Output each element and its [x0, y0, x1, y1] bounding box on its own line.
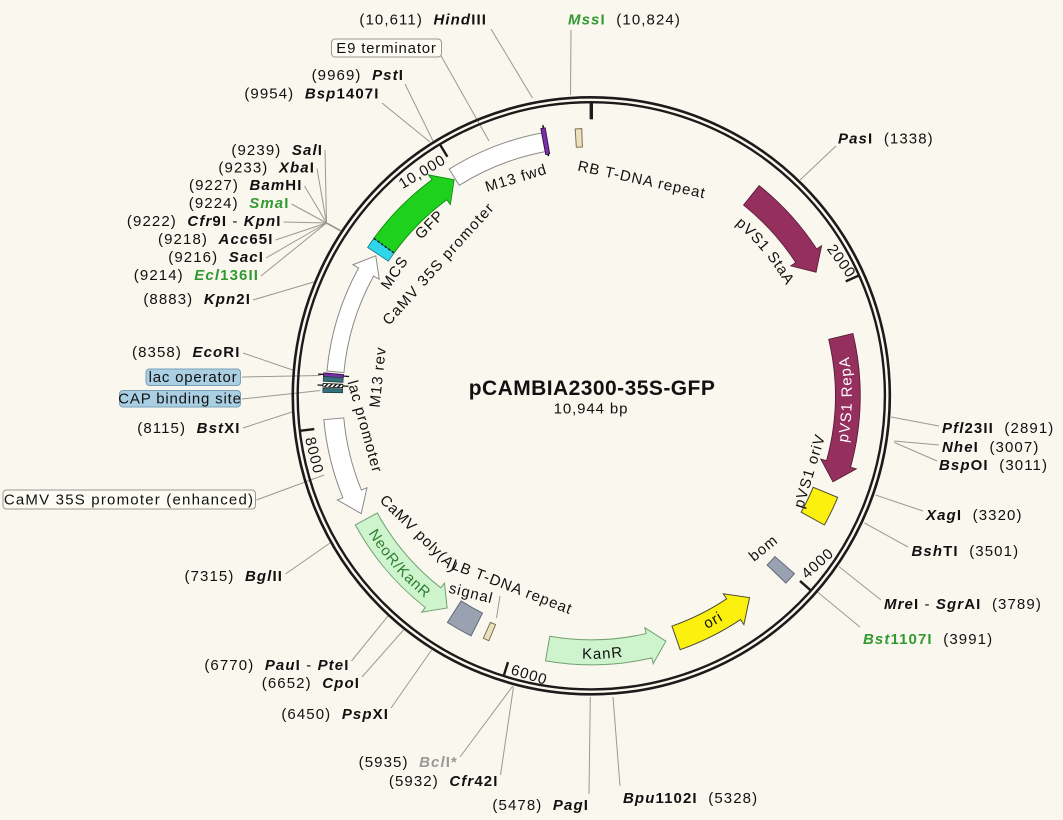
svg-text:(9218) Acc65I: (9218) Acc65I	[158, 231, 273, 248]
svg-text:(5935) BclI*: (5935) BclI*	[359, 754, 458, 771]
svg-text:KanR: KanR	[582, 644, 624, 663]
svg-text:(9216) SacI: (9216) SacI	[168, 249, 264, 266]
svg-text:(9224) SmaI: (9224) SmaI	[189, 195, 290, 212]
svg-text:(9227) BamHI: (9227) BamHI	[189, 177, 303, 194]
svg-text:NheI (3007): NheI (3007)	[942, 439, 1039, 456]
svg-text:(8883) Kpn2I: (8883) Kpn2I	[143, 291, 251, 308]
svg-text:MreI - SgrAI (3789): MreI - SgrAI (3789)	[884, 596, 1042, 613]
svg-text:M13 rev: M13 rev	[367, 346, 390, 409]
svg-text:(7315) BglII: (7315) BglII	[184, 568, 283, 585]
svg-text:(9222) Cfr9I - KpnI: (9222) Cfr9I - KpnI	[127, 213, 282, 230]
svg-text:pVS1 RepA: pVS1 RepA	[835, 355, 856, 443]
svg-text:Pfl23II (2891): Pfl23II (2891)	[942, 420, 1054, 437]
svg-text:XagI (3320): XagI (3320)	[925, 507, 1023, 524]
svg-text:(6770) PauI - PteI: (6770) PauI - PteI	[204, 657, 349, 674]
svg-text:(9954) Bsp1407I: (9954) Bsp1407I	[244, 86, 379, 103]
svg-text:BspOI (3011): BspOI (3011)	[939, 457, 1048, 474]
svg-text:(9233) XbaI: (9233) XbaI	[218, 160, 315, 177]
svg-text:MssI (10,824): MssI (10,824)	[568, 12, 681, 29]
svg-text:(6652) CpoI: (6652) CpoI	[262, 675, 360, 692]
svg-text:CaMV 35S promoter (enhanced): CaMV 35S promoter (enhanced)	[4, 492, 254, 509]
svg-text:PasI (1338): PasI (1338)	[838, 131, 934, 148]
svg-text:(9969) PstI: (9969) PstI	[312, 67, 404, 84]
svg-text:Bpu1102I (5328): Bpu1102I (5328)	[623, 790, 758, 807]
svg-text:(9214) Ecl136II: (9214) Ecl136II	[134, 267, 259, 284]
svg-text:(5932) Cfr42I: (5932) Cfr42I	[389, 773, 499, 790]
svg-text:(6450) PspXI: (6450) PspXI	[281, 706, 389, 723]
svg-text:BshTI (3501): BshTI (3501)	[912, 543, 1020, 560]
svg-text:lac operator: lac operator	[149, 369, 238, 386]
svg-text:(9239) SalI: (9239) SalI	[231, 142, 323, 159]
svg-text:(5478) PagI: (5478) PagI	[492, 797, 589, 814]
svg-text:E9 terminator: E9 terminator	[336, 40, 436, 57]
svg-text:Bst1107I (3991): Bst1107I (3991)	[863, 631, 993, 648]
svg-text:(8358) EcoRI: (8358) EcoRI	[132, 344, 241, 361]
svg-text:CAP binding site: CAP binding site	[118, 391, 241, 408]
svg-text:(10,611) HindIII: (10,611) HindIII	[359, 12, 487, 29]
svg-text:(8115) BstXI: (8115) BstXI	[137, 420, 240, 437]
svg-text:10,944 bp: 10,944 bp	[554, 401, 629, 418]
svg-text:pCAMBIA2300-35S-GFP: pCAMBIA2300-35S-GFP	[469, 377, 716, 400]
